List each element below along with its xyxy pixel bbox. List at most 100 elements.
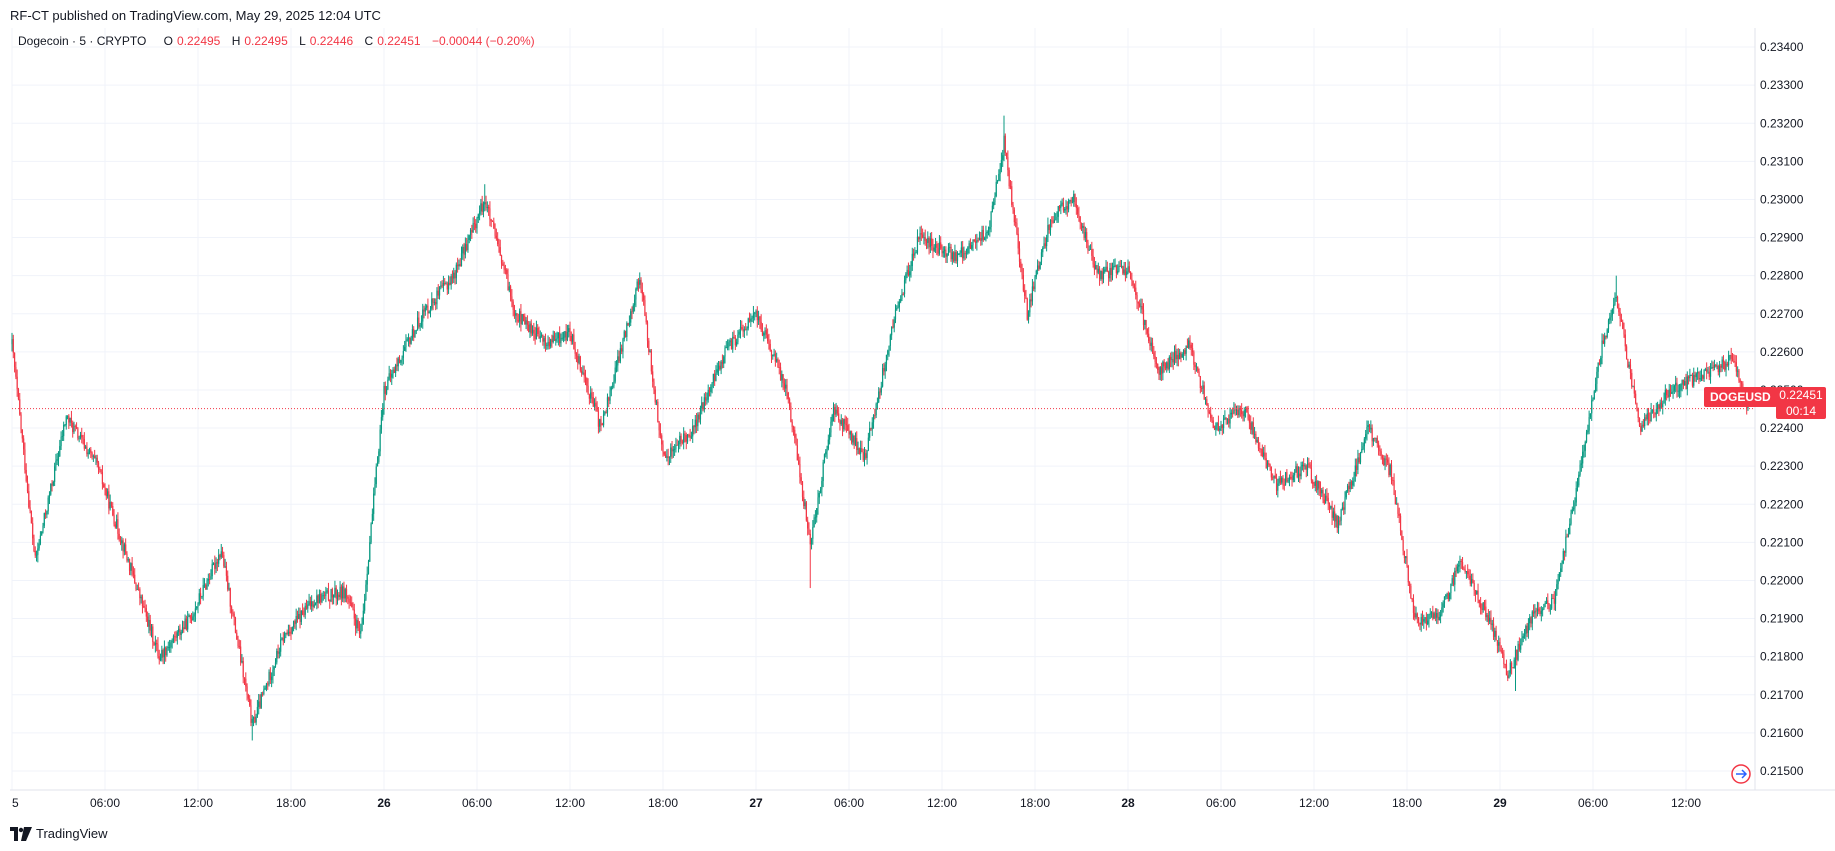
candle-body xyxy=(156,643,158,645)
candle-body xyxy=(805,502,807,521)
candle-body xyxy=(401,357,403,360)
candle-body xyxy=(1069,199,1071,201)
price-axis[interactable]: 0.21500 0.21600 0.21700 0.21800 0.21900 0.220… xyxy=(1760,40,1804,778)
candle-body xyxy=(1177,354,1179,360)
candle-body xyxy=(1253,433,1256,435)
candle-body xyxy=(326,590,328,592)
candle-body xyxy=(559,332,561,344)
candle-body xyxy=(201,596,203,598)
candle-body xyxy=(734,337,736,346)
candle-body xyxy=(154,643,156,645)
candle-body xyxy=(848,430,850,435)
candle-body xyxy=(1246,407,1248,413)
candle-body xyxy=(977,240,979,242)
candle-body xyxy=(163,647,166,658)
candle-body xyxy=(1711,367,1713,369)
candle-body xyxy=(1513,659,1515,669)
candle-body xyxy=(1706,369,1708,372)
candle-body xyxy=(267,683,269,685)
candle-body xyxy=(776,359,778,362)
candle-body xyxy=(1594,383,1597,392)
candle-body xyxy=(962,247,964,259)
candle-body xyxy=(989,227,991,230)
candle-body xyxy=(1263,452,1265,457)
candle-body xyxy=(1273,475,1275,478)
candle-body xyxy=(1051,220,1053,222)
candle-body xyxy=(1266,463,1269,469)
candle-body xyxy=(1225,417,1227,420)
candle-body xyxy=(1297,473,1300,478)
candle-body xyxy=(1686,376,1688,389)
candle-body xyxy=(1071,202,1074,203)
candle-body xyxy=(551,339,553,343)
candle-body xyxy=(1265,458,1267,469)
candle-body xyxy=(1040,252,1043,262)
candle-body xyxy=(509,286,512,297)
candle-body xyxy=(333,594,335,598)
candle-body xyxy=(1122,266,1124,274)
candle-body xyxy=(264,687,266,690)
candle-body xyxy=(462,246,464,254)
price-tick-label: 0.23100 xyxy=(1760,154,1804,168)
candle-body xyxy=(1239,408,1241,410)
candle-body xyxy=(1604,335,1606,344)
candle-body xyxy=(100,469,102,473)
candle-body xyxy=(1117,270,1119,274)
candle-body xyxy=(416,317,419,331)
candle-body xyxy=(724,347,726,357)
candle-body xyxy=(212,563,215,564)
candle-body xyxy=(1305,465,1307,470)
candle-body xyxy=(1057,206,1059,217)
candle-body xyxy=(251,718,253,723)
candle-body xyxy=(1213,427,1216,430)
candle-body xyxy=(409,337,411,344)
footer-brand[interactable]: TradingView xyxy=(10,826,108,841)
candle-body xyxy=(1365,434,1367,439)
candle-body xyxy=(1384,458,1386,466)
candle-body xyxy=(1278,478,1280,484)
candle-body xyxy=(1073,193,1075,203)
candle-body xyxy=(1009,186,1012,187)
candle-body xyxy=(1405,556,1407,559)
candle-body xyxy=(1544,602,1546,604)
candle-body xyxy=(170,642,172,648)
candle-body xyxy=(1737,370,1739,372)
candle-body xyxy=(181,627,184,632)
legend-close-label: C xyxy=(364,34,374,48)
candle-body xyxy=(1507,675,1509,679)
candle-body xyxy=(1388,462,1390,475)
candle-body xyxy=(1242,414,1244,417)
candle-body xyxy=(476,218,478,229)
candle-body xyxy=(469,230,472,236)
candle-body xyxy=(273,666,275,670)
candle-body xyxy=(1166,362,1168,369)
candle-body xyxy=(24,449,26,470)
candle-body xyxy=(1374,437,1376,439)
candle-body xyxy=(1146,329,1148,334)
legend-open-value: 0.22495 xyxy=(176,34,221,48)
candle-body xyxy=(1526,625,1528,634)
candle-body xyxy=(238,645,240,647)
candle-body xyxy=(827,439,829,449)
candle-body xyxy=(175,637,177,638)
candle-body xyxy=(695,419,698,427)
candle-body xyxy=(1483,602,1486,607)
legend-symbol[interactable]: Dogecoin · 5 · CRYPTO xyxy=(18,34,147,48)
candle-body xyxy=(869,428,871,438)
candle-body xyxy=(281,637,283,640)
candle-body xyxy=(360,631,362,634)
candle-body xyxy=(167,647,169,649)
candle-body xyxy=(258,701,260,707)
candle-body xyxy=(361,623,363,632)
candle-body xyxy=(633,299,636,306)
goto-realtime-icon[interactable] xyxy=(1731,764,1751,784)
candle-body xyxy=(1292,475,1294,480)
candle-body xyxy=(110,501,113,506)
candle-body xyxy=(1554,590,1557,604)
candle-body xyxy=(542,334,544,342)
time-axis[interactable]: 5 06:00 12:00 18:00 26 06:00 12:00 18:00 27 06:00… xyxy=(12,796,1701,810)
candle-body xyxy=(1654,412,1656,415)
candle-body xyxy=(748,318,751,322)
candle-body xyxy=(1620,318,1623,322)
